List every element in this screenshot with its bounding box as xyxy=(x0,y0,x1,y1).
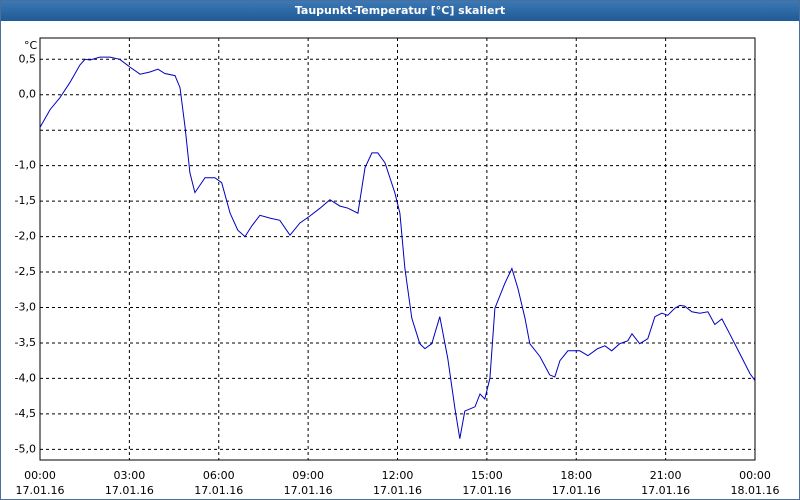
window-title: Taupunkt-Temperatur [°C] skaliert xyxy=(1,1,799,21)
x-tick-label: 15:00 xyxy=(471,469,503,482)
x-tick-label: 09:00 xyxy=(292,469,324,482)
y-tick-label: -4,0 xyxy=(15,371,36,384)
x-tick-date: 17.01.16 xyxy=(462,484,511,497)
x-tick-label: 18:00 xyxy=(560,469,592,482)
y-tick-label: -2,0 xyxy=(15,230,36,243)
x-tick-date: 17.01.16 xyxy=(284,484,333,497)
y-unit: °C xyxy=(24,39,38,52)
x-tick-label: 21:00 xyxy=(650,469,682,482)
y-tick-label: -1,0 xyxy=(15,159,36,172)
x-tick-date: 18.01.16 xyxy=(731,484,780,497)
y-tick-label: -5,0 xyxy=(15,442,36,455)
y-tick-label: -4,5 xyxy=(15,407,36,420)
x-tick-label: 00:00 xyxy=(739,469,771,482)
x-tick-date: 17.01.16 xyxy=(373,484,422,497)
y-tick-label: -1,5 xyxy=(15,194,36,207)
x-tick-date: 17.01.16 xyxy=(105,484,154,497)
x-tick-label: 06:00 xyxy=(203,469,235,482)
y-tick-label: -3,0 xyxy=(15,301,36,314)
x-tick-label: 12:00 xyxy=(382,469,414,482)
y-tick-label: 0,5 xyxy=(19,52,37,65)
x-tick-date: 17.01.16 xyxy=(552,484,601,497)
x-tick-label: 00:00 xyxy=(24,469,56,482)
y-tick-label: 0,0 xyxy=(19,88,37,101)
x-tick-label: 03:00 xyxy=(114,469,146,482)
data-line xyxy=(39,56,756,439)
x-tick-date: 17.01.16 xyxy=(194,484,243,497)
x-tick-date: 17.01.16 xyxy=(16,484,65,497)
y-tick-label: -2,5 xyxy=(15,265,36,278)
x-tick-date: 17.01.16 xyxy=(641,484,690,497)
y-tick-label: -3,5 xyxy=(15,336,36,349)
